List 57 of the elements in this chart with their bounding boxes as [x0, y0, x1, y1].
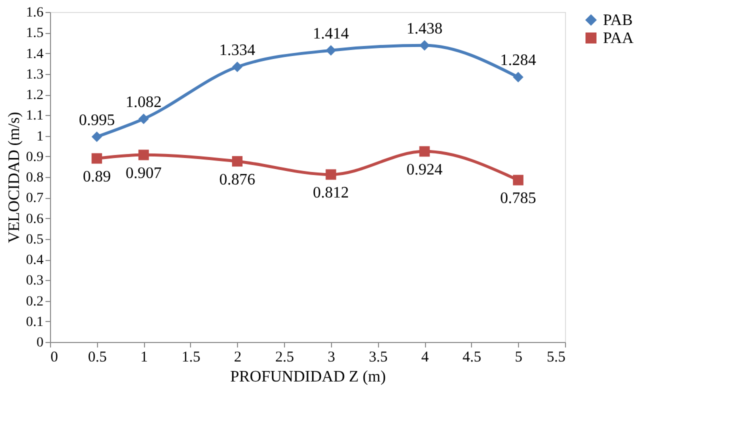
- point: [419, 146, 430, 157]
- x-tick-label: 3.5: [368, 350, 388, 366]
- data-label: 0.907: [126, 164, 162, 182]
- y-axis-title: VELOCIDAD (m/s): [6, 112, 23, 244]
- point: [512, 174, 524, 186]
- x-tick-label: 1: [140, 350, 148, 366]
- y-tick-label: 1.4: [26, 46, 44, 62]
- data-label: 0.924: [406, 161, 443, 178]
- y-tick-label: 0.3: [26, 274, 44, 289]
- x-tick-label: 5.5: [546, 350, 566, 366]
- y-tick-label: 0.2: [26, 294, 44, 310]
- y-tick-label: 1: [36, 129, 44, 144]
- y-tick-label: 0: [36, 336, 44, 350]
- data-label: 0.812: [312, 184, 349, 202]
- x-tick-label: 2: [234, 350, 242, 366]
- data-label: 0.876: [219, 171, 256, 188]
- x-axis-title: PROFUNDIDAD Z (m): [230, 368, 386, 386]
- data-label: 1.284: [500, 52, 536, 70]
- point: [138, 150, 149, 160]
- y-tick-label: 1.3: [26, 67, 44, 82]
- y-tick-label: 0.8: [26, 170, 44, 186]
- x-tick-label: 3: [328, 350, 336, 366]
- data-label: 1.082: [126, 94, 162, 111]
- point: [326, 45, 336, 56]
- point: [419, 40, 430, 51]
- point: [232, 156, 243, 167]
- y-tick-label: 0.6: [26, 212, 44, 227]
- point: [138, 114, 149, 124]
- x-tick-label: 0.5: [88, 350, 107, 366]
- x-tick-label: 4.5: [462, 350, 482, 366]
- data-label: 1.414: [312, 25, 349, 42]
- data-label: 0.995: [78, 112, 115, 129]
- data-label: 1.334: [219, 42, 256, 59]
- legend-label: PAA: [603, 30, 634, 47]
- y-tick-label: 0.9: [26, 150, 44, 165]
- x-tick-label: 5: [514, 350, 522, 366]
- data-label: 0.89: [82, 168, 111, 186]
- x-tick-label: 0: [50, 350, 58, 366]
- y-tick-label: 0.4: [26, 253, 44, 268]
- y-tick-label: 1.2: [26, 88, 44, 103]
- data-label: 1.438: [406, 20, 443, 38]
- y-tick-label: 1.6: [26, 6, 44, 20]
- y-tick-label: 1.1: [26, 108, 44, 124]
- y-tick-label: 0.7: [26, 191, 44, 206]
- point: [326, 169, 336, 180]
- data-label: 0.785: [500, 190, 536, 208]
- y-tick-label: 1.5: [26, 26, 44, 42]
- point: [92, 153, 102, 164]
- x-tick-label: 4: [421, 350, 430, 366]
- x-tick-label: 2.5: [275, 350, 294, 366]
- y-tick-label: 0.5: [26, 232, 44, 248]
- point: [92, 132, 102, 142]
- x-tick-label: 1.5: [182, 350, 200, 366]
- y-tick-label: 0.1: [26, 314, 44, 330]
- point: [512, 72, 524, 82]
- point: [232, 62, 243, 72]
- legend-label: PAB: [603, 12, 633, 29]
